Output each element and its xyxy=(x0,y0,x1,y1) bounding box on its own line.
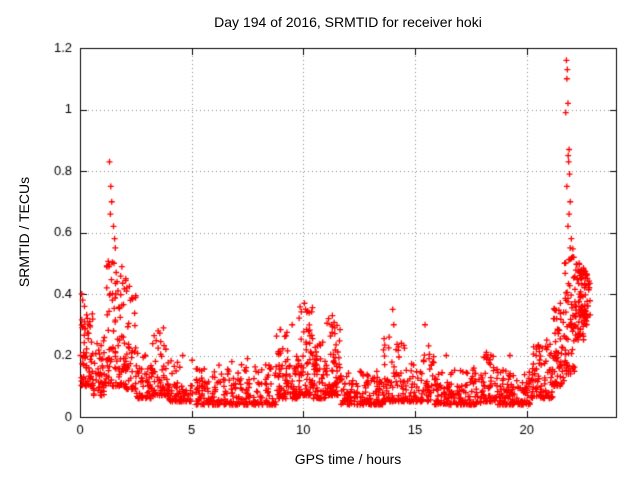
chart-title: Day 194 of 2016, SRMTID for receiver hok… xyxy=(214,14,482,30)
y-axis-label: SRMTID / TECUs xyxy=(16,176,32,288)
x-axis-label: GPS time / hours xyxy=(294,451,402,467)
